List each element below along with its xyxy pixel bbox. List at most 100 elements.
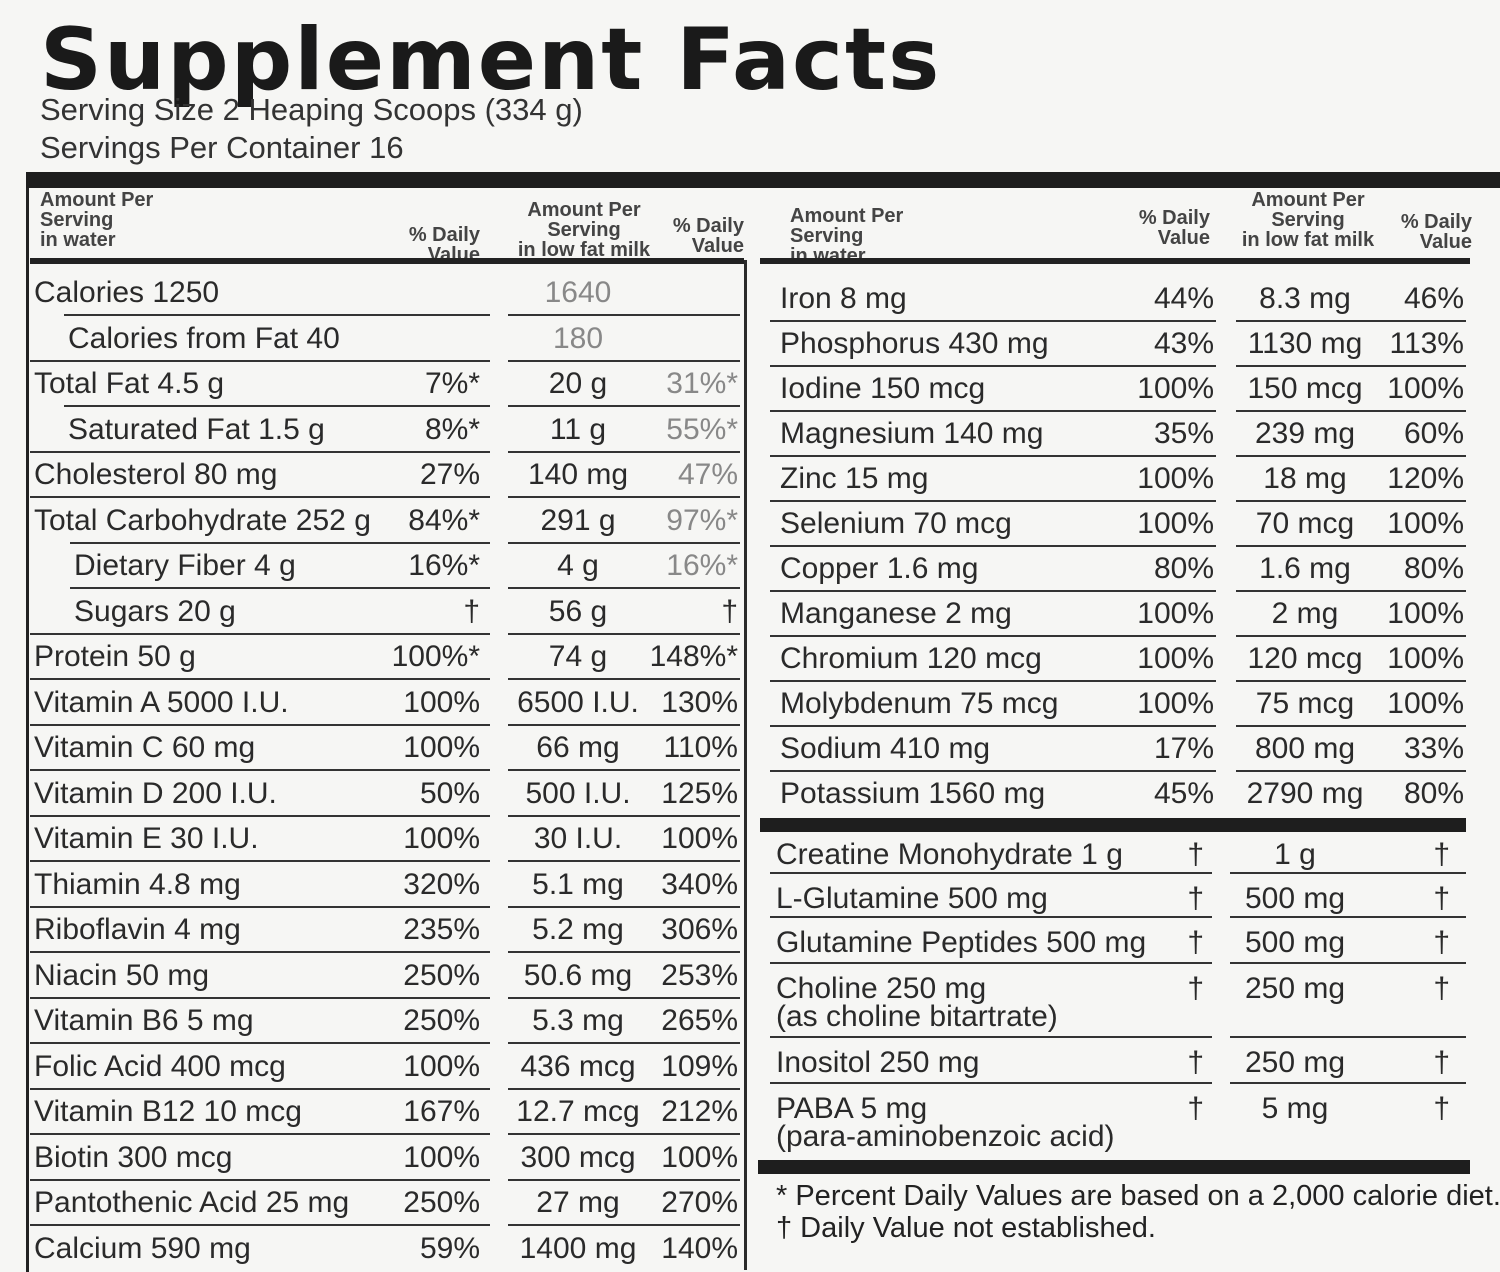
- amount-milk: 1640: [544, 276, 612, 309]
- row-separator: [770, 545, 1216, 547]
- header-amount-milk: Amount Per Serving in low fat milk: [517, 199, 651, 261]
- header-rule-left: [30, 258, 744, 264]
- daily-value-milk: 97%*: [666, 503, 738, 537]
- daily-value-water: 84%*: [408, 503, 480, 537]
- nutrient-name: Phosphorus 430 mg: [780, 327, 1049, 360]
- column-divider: [744, 260, 747, 1270]
- nutrient-row: Protein 50 g 100%* 74 g 148%*: [30, 634, 744, 679]
- amount-milk: 140 mg: [527, 458, 629, 491]
- amount-milk: 291 g: [540, 503, 616, 537]
- ingredient-note: (para-aminobenzoic acid): [776, 1120, 1115, 1153]
- nutrient-name: Folic Acid 400 mcg: [34, 1049, 286, 1083]
- daily-value-milk: 109%: [661, 1049, 738, 1083]
- daily-value-water: 43%: [1153, 327, 1214, 360]
- row-separator: [770, 500, 1216, 502]
- row-separator: [508, 814, 740, 817]
- nutrient-row: Molybdenum 75 mcg 100% 75 mcg 100%: [760, 681, 1470, 726]
- nutrient-row: Phosphorus 430 mg 43% 1130 mg 113%: [760, 321, 1470, 366]
- daily-value-milk: 148%*: [649, 640, 738, 673]
- nutrient-name: Niacin 50 mg: [34, 958, 210, 992]
- ingredient-name: L-Glutamine 500 mg: [776, 882, 1048, 915]
- daily-value-water: 250%: [403, 1004, 480, 1037]
- amount-milk: 1 g: [1274, 838, 1316, 871]
- nutrient-row: Zinc 15 mg 100% 18 mg 120%: [760, 456, 1470, 501]
- daily-value-milk: 100%: [661, 822, 738, 855]
- row-separator: [770, 962, 1212, 964]
- row-separator: [770, 770, 1216, 772]
- row-separator: [30, 1133, 490, 1135]
- daily-value-milk: 340%: [661, 867, 738, 901]
- row-separator: [508, 905, 740, 908]
- daily-value-milk: †: [1433, 972, 1450, 1005]
- daily-value-milk: 55%*: [666, 412, 738, 446]
- amount-milk: 1130 mg: [1247, 327, 1363, 360]
- amount-milk: 800 mg: [1254, 732, 1356, 765]
- nutrient-row: Niacin 50 mg 250% 50.6 mg 253%: [30, 953, 744, 998]
- daily-value-water: 100%: [403, 1140, 480, 1174]
- row-separator: [30, 496, 490, 498]
- nutrient-row: Calories from Fat 40 180: [30, 316, 744, 361]
- amount-milk: 500 mg: [1244, 926, 1346, 959]
- nutrient-name: Riboflavin 4 mg: [34, 913, 241, 946]
- nutrient-name: Vitamin E 30 I.U.: [34, 822, 259, 855]
- row-separator: [1236, 500, 1466, 502]
- nutrient-name: Manganese 2 mg: [780, 597, 1012, 630]
- daily-value-milk: †: [1433, 1046, 1450, 1079]
- serving-size: Serving Size 2 Heaping Scoops (334 g): [40, 92, 583, 127]
- nutrient-name: Pantothenic Acid 25 mg: [34, 1186, 350, 1219]
- row-separator: [1230, 872, 1466, 874]
- nutrient-row: Vitamin A 5000 I.U. 100% 6500 I.U. 130%: [30, 680, 744, 725]
- nutrient-row: Magnesium 140 mg 35% 239 mg 60%: [760, 411, 1470, 456]
- daily-value-water: 250%: [403, 1186, 480, 1219]
- header-dv-milk: % Daily Value: [672, 215, 744, 257]
- nutrient-row: Cholesterol 80 mg 27% 140 mg 47%: [30, 452, 744, 497]
- row-separator: [30, 1178, 490, 1181]
- amount-milk: 1400 mg: [519, 1231, 637, 1265]
- facts-panel: [26, 172, 1500, 1272]
- daily-value-milk: †: [721, 594, 738, 628]
- daily-value-milk: †: [1433, 1092, 1450, 1125]
- daily-value-milk: 80%: [1403, 552, 1464, 585]
- daily-value-milk: †: [1433, 926, 1450, 959]
- nutrient-name: Potassium 1560 mg: [780, 777, 1046, 810]
- daily-value-milk: 212%: [661, 1095, 738, 1128]
- nutrient-row: Vitamin D 200 I.U. 50% 500 I.U. 125%: [30, 771, 744, 816]
- row-separator: [770, 916, 1212, 918]
- row-separator: [508, 359, 740, 362]
- row-separator: [508, 678, 740, 680]
- nutrient-name: Selenium 70 mcg: [780, 507, 1012, 540]
- section-bar-other: [760, 818, 1466, 832]
- daily-value-milk: 31%*: [666, 367, 738, 400]
- row-separator: [30, 1042, 490, 1044]
- amount-milk: 75 mcg: [1255, 687, 1355, 720]
- row-separator: [508, 587, 740, 589]
- daily-value-water: 100%*: [391, 640, 480, 673]
- daily-value-milk: 265%: [661, 1004, 738, 1037]
- row-separator: [64, 314, 490, 316]
- daily-value-water: 100%: [403, 822, 480, 855]
- nutrient-row: Pantothenic Acid 25 mg 250% 27 mg 270%: [30, 1180, 744, 1225]
- daily-value-water: 167%: [403, 1095, 480, 1128]
- amount-milk: 74 g: [548, 640, 608, 673]
- nutrient-row: Sodium 410 mg 17% 800 mg 33%: [760, 726, 1470, 771]
- amount-milk: 180: [552, 321, 604, 355]
- row-separator: [1230, 1082, 1466, 1084]
- daily-value-milk: 100%: [1387, 642, 1464, 675]
- row-separator: [508, 951, 740, 953]
- daily-value-water: 100%: [403, 731, 480, 764]
- nutrient-row: Vitamin B6 5 mg 250% 5.3 mg 265%: [30, 998, 744, 1043]
- header-amount-water: Amount Per Serving in water: [40, 189, 154, 251]
- ingredient-note: (as choline bitartrate): [776, 1000, 1058, 1033]
- nutrient-name: Calories from Fat 40: [68, 321, 340, 355]
- nutrient-row: Calories 1250 1640: [30, 270, 744, 315]
- daily-value-water: 80%: [1153, 552, 1214, 585]
- page-title: Supplement Facts: [40, 10, 942, 110]
- row-separator: [64, 405, 490, 407]
- amount-milk: 30 I.U.: [533, 822, 623, 855]
- nutrient-name: Vitamin B6 5 mg: [34, 1004, 254, 1037]
- row-separator: [30, 860, 490, 862]
- nutrient-name: Chromium 120 mcg: [780, 642, 1042, 675]
- row-separator: [1236, 320, 1466, 322]
- header-rule-right: [760, 258, 1470, 264]
- row-separator: [1236, 725, 1466, 727]
